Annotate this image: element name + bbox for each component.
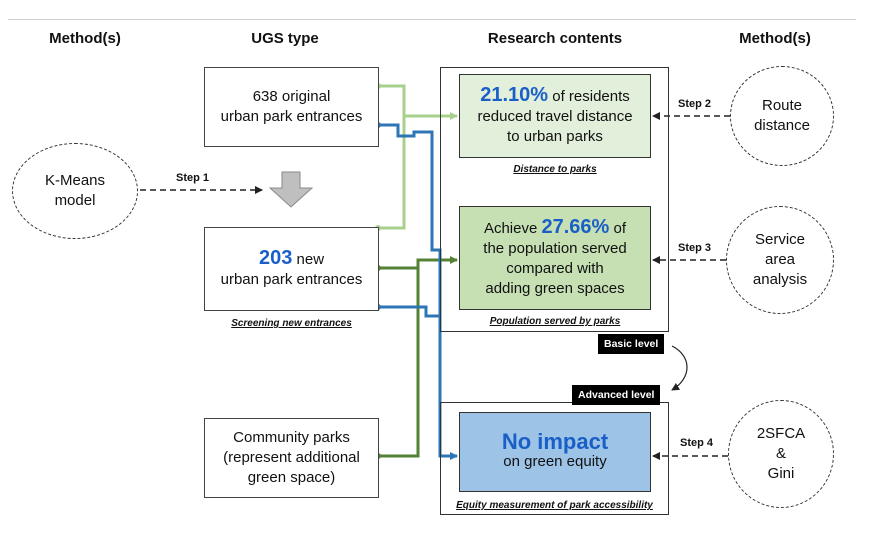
sfca-line1: 2SFCA: [756, 425, 806, 442]
distance-suffix: of residents: [548, 88, 630, 105]
advanced-level-badge: Advanced level: [572, 385, 661, 405]
screening-caption: Screening new entrances: [231, 318, 352, 329]
dark-green-connector: [378, 256, 458, 458]
top-divider: [8, 19, 856, 20]
route-line2: distance: [754, 117, 810, 134]
distance-line2: reduced travel distance: [477, 108, 633, 125]
route-circle: Route distance: [730, 66, 834, 166]
light-green-connector: [378, 84, 458, 230]
service-line2: area: [764, 251, 796, 268]
header-ugs-type: UGS type: [251, 30, 319, 47]
population-value: 27.66%: [541, 216, 610, 238]
population-suffix: of: [609, 220, 627, 237]
step2-label: Step 2: [678, 98, 712, 110]
service-line1: Service: [754, 231, 806, 248]
curved-arrow-icon: [671, 345, 688, 391]
distance-box: 21.10% of residents reduced travel dista…: [459, 74, 651, 158]
kmeans-line1: K-Means: [44, 172, 106, 189]
original-entrances-box: 638 original urban park entrances: [204, 67, 379, 147]
new-entrances-suffix: new: [292, 251, 325, 268]
equity-line2: on green equity: [503, 453, 607, 470]
population-line4: adding green spaces: [485, 280, 625, 297]
basic-level-badge: Basic level: [598, 334, 665, 354]
equity-headline: No impact: [501, 429, 609, 454]
header-methods-left: Method(s): [49, 30, 121, 47]
community-parks-box: Community parks (represent additional gr…: [204, 418, 379, 498]
population-box: Achieve 27.66% of the population served …: [459, 206, 651, 310]
down-arrow-icon: [268, 171, 314, 208]
header-research-contents: Research contents: [487, 30, 623, 47]
distance-line3: to urban parks: [507, 128, 603, 145]
sfca-line2: &: [775, 445, 786, 462]
kmeans-circle: K-Means model: [12, 143, 138, 239]
sfca-circle: 2SFCA & Gini: [728, 400, 834, 508]
kmeans-line2: model: [54, 192, 96, 209]
community-parks-line1: Community parks: [233, 429, 350, 446]
community-parks-line3: green space): [247, 469, 336, 486]
step4-label: Step 4: [680, 437, 714, 449]
step1-label: Step 1: [176, 172, 210, 184]
community-parks-line2: (represent additional: [223, 449, 360, 466]
basic-level-frame: [440, 67, 669, 332]
new-entrances-box: 203 new urban park entrances: [204, 227, 379, 311]
blue-connector: [378, 123, 458, 460]
population-line3: compared with: [506, 260, 604, 277]
sfca-line3: Gini: [767, 465, 795, 482]
new-entrances-count: 203: [258, 247, 293, 269]
population-caption: Population served by parks: [489, 316, 621, 327]
population-prefix: Achieve: [483, 220, 542, 237]
new-entrances-line2: urban park entrances: [220, 271, 363, 288]
distance-value: 21.10%: [480, 84, 549, 106]
step3-label: Step 3: [678, 242, 712, 254]
header-methods-right: Method(s): [739, 30, 811, 47]
step-arrows: [140, 112, 730, 460]
service-line3: analysis: [752, 271, 808, 288]
distance-caption: Distance to parks: [513, 164, 597, 175]
service-circle: Service area analysis: [726, 206, 834, 314]
equity-box: No impact on green equity: [459, 412, 651, 492]
original-entrances-line2: urban park entrances: [220, 108, 363, 125]
population-line2: the population served: [483, 240, 627, 257]
advanced-level-frame: [440, 402, 669, 515]
original-entrances-line1: 638 original: [252, 88, 331, 105]
equity-caption: Equity measurement of park accessibility: [456, 500, 653, 511]
route-line1: Route: [761, 97, 803, 114]
